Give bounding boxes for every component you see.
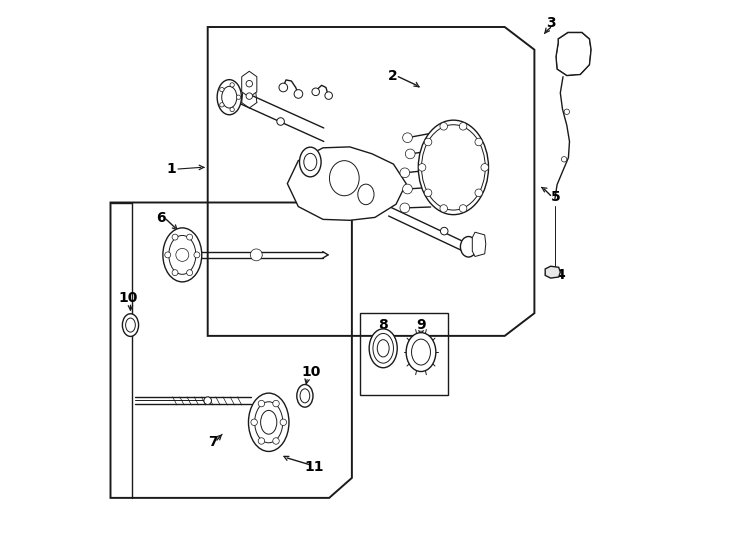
Circle shape [258,400,265,407]
Circle shape [294,90,302,98]
Ellipse shape [255,402,283,443]
Ellipse shape [123,314,139,336]
Ellipse shape [297,384,313,407]
Circle shape [236,95,241,99]
Circle shape [273,400,279,407]
Ellipse shape [249,393,289,451]
Text: 8: 8 [378,318,388,332]
Circle shape [219,103,224,107]
Polygon shape [545,266,560,278]
Circle shape [172,269,178,275]
Circle shape [273,438,279,444]
Circle shape [250,249,262,261]
Text: 9: 9 [416,318,426,332]
Circle shape [418,164,426,171]
Polygon shape [472,232,486,256]
Text: 11: 11 [305,460,324,474]
Text: 5: 5 [551,190,561,204]
Text: 2: 2 [388,69,398,83]
Circle shape [562,157,567,162]
Circle shape [405,149,415,159]
Circle shape [564,109,570,114]
Circle shape [424,138,432,146]
Circle shape [164,252,171,258]
Circle shape [219,87,224,92]
Ellipse shape [412,339,430,365]
Polygon shape [241,71,257,97]
Text: 4: 4 [556,268,565,282]
Circle shape [246,93,252,99]
Circle shape [325,92,333,99]
Circle shape [230,83,234,87]
Text: 10: 10 [119,291,138,305]
Circle shape [475,189,482,197]
Circle shape [440,123,448,130]
Text: 10: 10 [301,364,321,379]
Ellipse shape [418,120,489,215]
Text: 7: 7 [208,435,218,449]
Circle shape [279,83,288,92]
Circle shape [440,227,448,235]
Circle shape [400,168,410,178]
Circle shape [186,234,192,240]
Ellipse shape [460,237,476,257]
Circle shape [459,205,467,212]
Circle shape [258,438,265,444]
Circle shape [176,248,189,261]
Circle shape [172,234,178,240]
Ellipse shape [163,228,202,282]
Ellipse shape [217,80,241,115]
Polygon shape [287,147,406,220]
Circle shape [459,123,467,130]
Ellipse shape [406,333,436,372]
Circle shape [204,397,211,404]
Polygon shape [556,32,591,76]
Circle shape [230,107,234,112]
Circle shape [481,164,489,171]
Circle shape [424,189,432,197]
Circle shape [280,419,286,426]
Text: 6: 6 [156,211,166,225]
Circle shape [186,269,192,275]
Ellipse shape [357,184,374,205]
Circle shape [246,80,252,87]
Circle shape [312,88,319,96]
Text: 1: 1 [167,162,176,176]
Circle shape [251,419,258,426]
Ellipse shape [369,329,397,368]
Circle shape [475,138,482,146]
Circle shape [277,118,284,125]
Circle shape [403,133,413,143]
Text: 3: 3 [546,16,556,30]
Circle shape [440,205,448,212]
Circle shape [194,252,200,258]
Circle shape [400,203,410,213]
Circle shape [403,184,413,194]
Ellipse shape [299,147,321,177]
